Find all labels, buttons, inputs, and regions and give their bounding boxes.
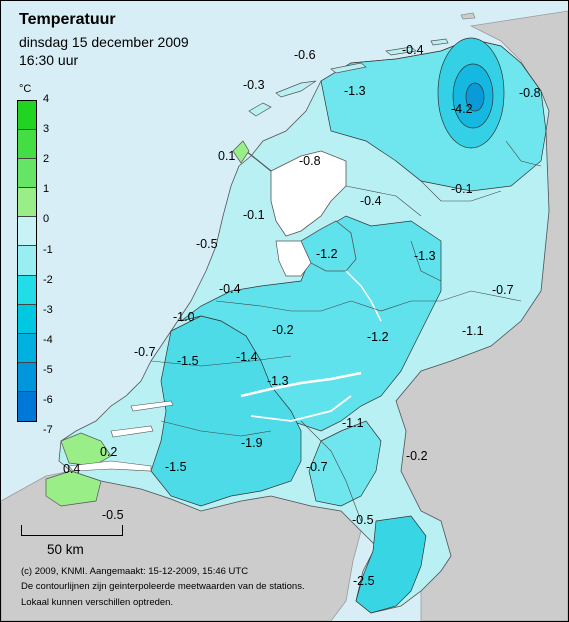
station-value-valkenburg: -1.0	[173, 310, 195, 324]
station-value-stavoren: -0.8	[299, 154, 321, 168]
station-value-de-kooy: 0.1	[218, 149, 236, 163]
vlieland-island	[248, 102, 272, 117]
legend-swatch	[18, 217, 36, 247]
haringvliet	[130, 400, 174, 412]
station-value-nieuw-beerta: -0.8	[519, 86, 541, 100]
legend-tick-label: -1	[43, 243, 53, 256]
legend-swatch	[18, 130, 36, 160]
zone-southwest	[150, 315, 302, 507]
station-value-marknesse: -1.2	[316, 247, 338, 261]
station-value-eelde: -4.2	[451, 102, 473, 116]
station-value-hoek-van-holland: -0.7	[134, 345, 156, 359]
flevoland	[300, 220, 357, 272]
station-value-westdorpe: 0.4	[63, 462, 81, 476]
scale-label: 50 km	[47, 542, 84, 557]
legend-tick-label: -2	[43, 273, 53, 286]
river-waal	[240, 371, 362, 398]
legend-swatch	[18, 246, 36, 276]
station-value-berkhout: -0.1	[243, 208, 265, 222]
station-value-ijmuiden: -0.5	[196, 237, 218, 251]
station-value-ellewoutsdijk: -0.5	[102, 508, 124, 522]
station-value-herwijnen: -1.3	[267, 374, 289, 388]
markermeer	[275, 240, 312, 277]
zone-south	[308, 420, 382, 507]
footer-note-local: Lokaal kunnen verschillen optreden.	[21, 597, 174, 608]
station-value-schiermonnikoog: -0.4	[402, 43, 424, 57]
station-value-ell: -0.5	[352, 513, 374, 527]
westerschelde	[68, 460, 152, 472]
station-value-rotterdam: -1.5	[177, 354, 199, 368]
legend-swatch	[18, 159, 36, 189]
oosterschelde	[110, 425, 154, 438]
legend-swatch	[18, 362, 36, 392]
station-value-terschelling: -0.6	[294, 48, 316, 62]
station-value-deelen: -1.2	[367, 330, 389, 344]
legend-swatch	[18, 333, 36, 363]
legend-tick-label: -5	[43, 363, 53, 376]
map-date: dinsdag 15 december 2009	[19, 34, 189, 50]
legend-swatch	[18, 304, 36, 334]
legend-swatch	[18, 101, 36, 131]
legend-swatch	[18, 391, 36, 422]
map-time: 16:30 uur	[19, 52, 79, 68]
station-value-vlieland: -0.3	[243, 78, 265, 92]
station-value-eindhoven: -0.7	[306, 460, 328, 474]
zone-limburg	[355, 515, 427, 614]
legend-unit: °C	[19, 83, 32, 95]
station-value-cabauw: -1.4	[236, 350, 258, 364]
legend-tick-label: 0	[43, 213, 50, 226]
station-value-lelystad: -0.4	[360, 194, 382, 208]
ijsselmeer	[270, 150, 347, 237]
schiermonnikoog-island	[385, 46, 417, 56]
ameland-island	[330, 62, 367, 74]
legend-tick-label: 3	[43, 123, 50, 136]
afsluitdijk	[245, 150, 272, 172]
legend-tick-label: 4	[43, 93, 50, 105]
station-value-maastricht: -2.5	[353, 574, 375, 588]
legend-tick-label: -4	[43, 333, 53, 346]
station-value-arcen: -0.2	[406, 449, 428, 463]
station-value-hupsel: -1.1	[462, 324, 484, 338]
station-value-volkel: -1.1	[342, 416, 364, 430]
station-value-gilze-rijen: -1.9	[241, 436, 263, 450]
texel	[232, 140, 250, 164]
station-value-heino: -1.3	[414, 249, 436, 263]
footer-note-contours: De contourlijnen zijn geinterpoleerde me…	[21, 581, 305, 592]
borkum-island	[460, 12, 476, 20]
legend-tick-label: -7	[43, 424, 53, 437]
province-borders	[150, 140, 542, 522]
legend-tick-label: -6	[43, 394, 53, 406]
station-value-twenthe: -0.7	[492, 283, 514, 297]
scale-bar	[21, 525, 123, 536]
legend-tick-label: -3	[43, 303, 53, 316]
river-maas	[250, 395, 352, 422]
footer-copyright: (c) 2009, KNMI. Aangemaakt: 15-12-2009, …	[21, 566, 249, 577]
station-value-woensdrecht: -1.5	[165, 460, 187, 474]
color-legend	[17, 100, 37, 423]
station-value-schiphol: -0.4	[219, 282, 241, 296]
river-ijssel	[345, 270, 382, 322]
cold-core-inner	[465, 82, 485, 112]
rottumeroog-island	[430, 38, 449, 46]
station-value-vlissingen: 0.2	[100, 445, 118, 459]
station-value-hoogeveen: -0.1	[451, 182, 473, 196]
station-value-leeuwarden: -1.3	[344, 84, 366, 98]
legend-swatch	[18, 275, 36, 305]
legend-tick-label: 1	[43, 183, 50, 196]
zeeuws-vlaanderen	[45, 470, 102, 507]
legend-swatch	[18, 188, 36, 218]
legend-tick-label: 2	[43, 153, 50, 166]
terschelling-island	[275, 80, 317, 98]
station-value-de-bilt: -0.2	[272, 323, 294, 337]
zeeland-walcheren	[60, 432, 112, 467]
map-title: Temperatuur	[19, 11, 116, 28]
